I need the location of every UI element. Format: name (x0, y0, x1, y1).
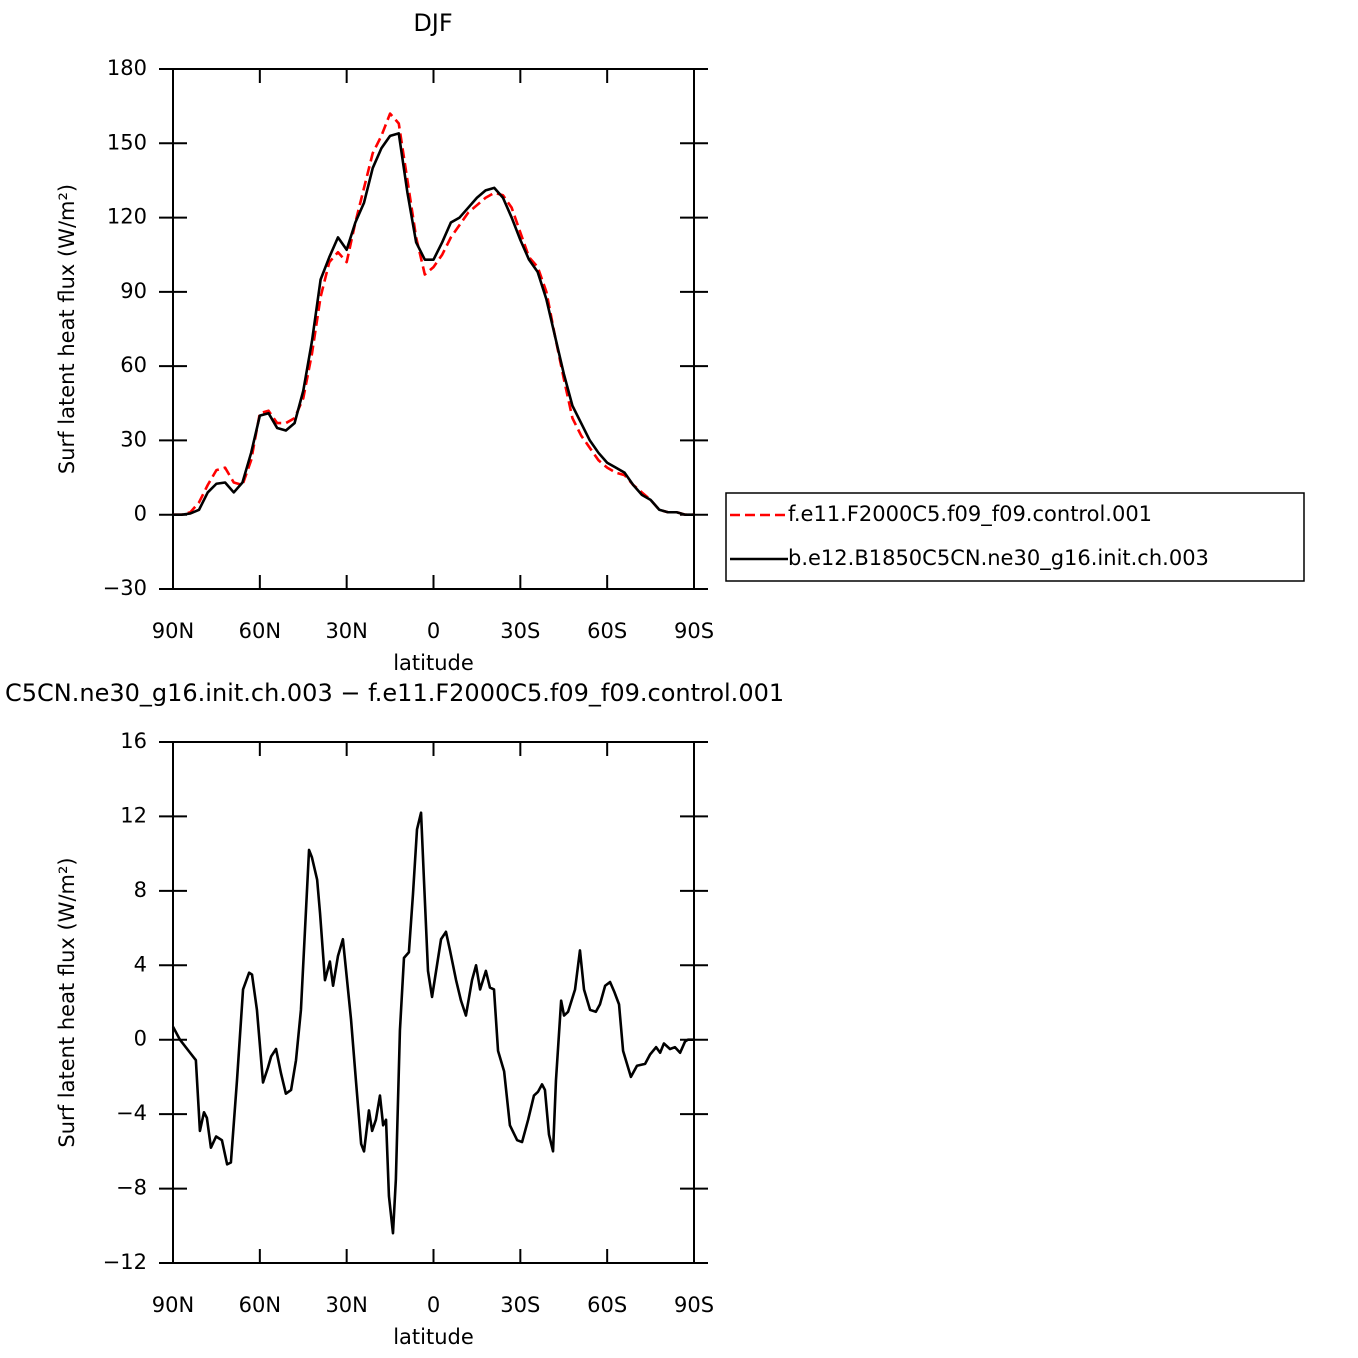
y-axis-label: Surf latent heat flux (W/m²) (55, 857, 79, 1147)
legend-box (725, 492, 1305, 582)
x-tick-label: 90S (674, 619, 714, 643)
legend-label: f.e11.F2000C5.f09_f09.control.001 (788, 502, 1152, 527)
x-tick-label: 30N (325, 619, 367, 643)
x-tick-label: 60N (239, 1293, 281, 1317)
data-line (173, 112, 694, 517)
x-tick-label: 60S (587, 1293, 627, 1317)
y-tick-label: 60 (120, 353, 147, 377)
y-tick-label: 16 (120, 729, 147, 753)
plot-frame (172, 741, 695, 1264)
x-tick-label: 90N (152, 619, 194, 643)
x-axis-label: latitude (393, 651, 474, 675)
x-tick-label: 90S (674, 1293, 714, 1317)
y-tick-label: 180 (107, 56, 147, 80)
y-tick-label: 0 (134, 1027, 147, 1051)
chart-title: C5CN.ne30_g16.init.ch.003 − f.e11.F2000C… (5, 679, 784, 707)
x-tick-label: 60S (587, 619, 627, 643)
y-tick-label: 150 (107, 130, 147, 154)
y-tick-label: 120 (107, 205, 147, 229)
y-tick-label: −30 (103, 576, 147, 600)
x-tick-label: 0 (427, 1293, 440, 1317)
y-tick-label: 90 (120, 279, 147, 303)
data-line (173, 132, 694, 517)
y-tick-label: 30 (120, 427, 147, 451)
x-tick-label: 60N (239, 619, 281, 643)
plot-frame (172, 68, 695, 590)
y-tick-label: 12 (120, 803, 147, 827)
y-tick-label: 0 (134, 502, 147, 526)
x-axis-label: latitude (393, 1325, 474, 1349)
x-tick-label: 0 (427, 619, 440, 643)
y-tick-label: 8 (134, 878, 147, 902)
y-axis-label: Surf latent heat flux (W/m²) (55, 184, 79, 474)
y-tick-label: −4 (116, 1101, 147, 1125)
x-tick-label: 30S (500, 1293, 540, 1317)
x-tick-label: 90N (152, 1293, 194, 1317)
chart-title: DJF (413, 9, 452, 37)
data-line (171, 811, 694, 1235)
x-tick-label: 30S (500, 619, 540, 643)
legend-label: b.e12.B1850C5CN.ne30_g16.init.ch.003 (788, 546, 1209, 571)
x-tick-label: 30N (325, 1293, 367, 1317)
y-tick-label: 4 (134, 952, 147, 976)
y-tick-label: −8 (116, 1176, 147, 1200)
y-tick-label: −12 (103, 1250, 147, 1274)
